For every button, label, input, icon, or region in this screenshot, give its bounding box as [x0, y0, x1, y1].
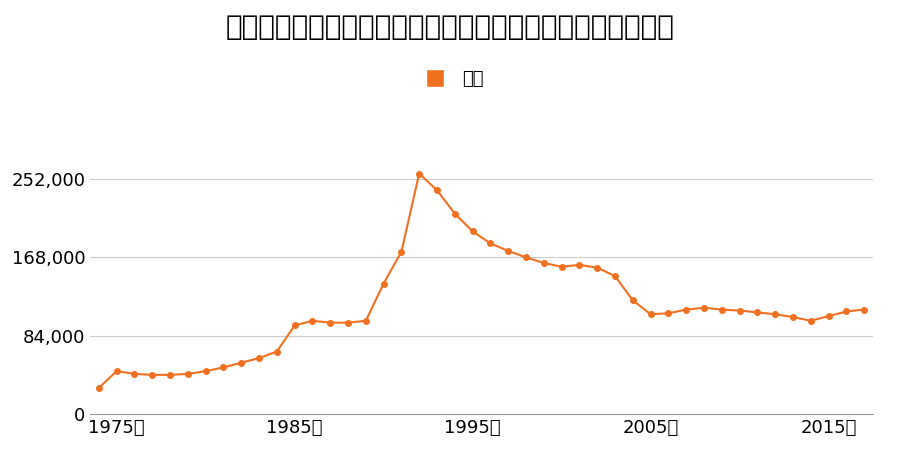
Text: 埼玉県北葛飾郡三郷町大字彦江字中道１４７番２の地価推移: 埼玉県北葛飾郡三郷町大字彦江字中道１４７番２の地価推移 — [226, 14, 674, 41]
Legend: 価格: 価格 — [410, 63, 490, 95]
